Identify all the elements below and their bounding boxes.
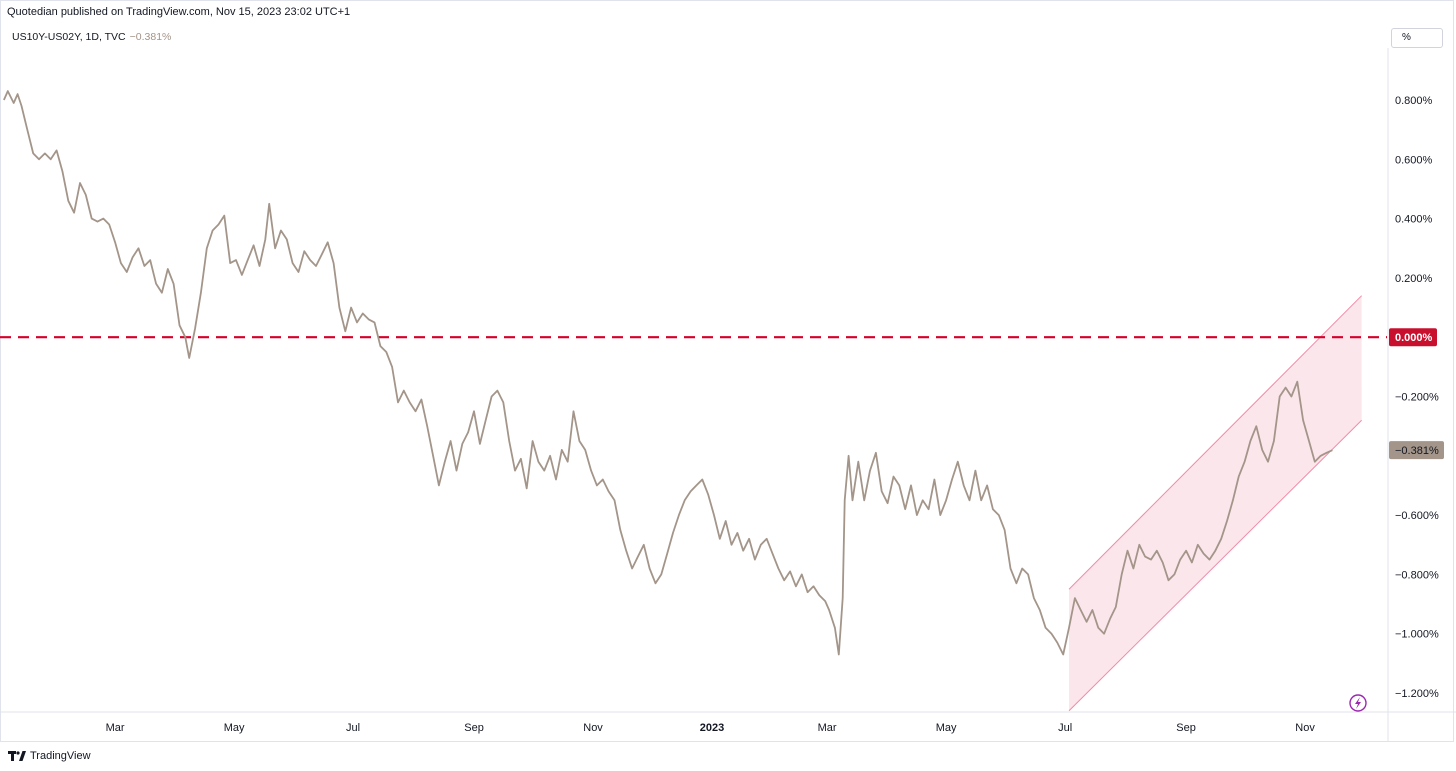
symbol-last-value: −0.381% — [129, 31, 172, 43]
x-tick-label: Mar — [818, 722, 837, 734]
x-tick-label: Sep — [464, 722, 484, 734]
y-tick-label: 0.600% — [1395, 154, 1433, 166]
spread-chart[interactable]: 0.800% 0.600% 0.400% 0.200% −0.200% −0.600% −0… — [0, 0, 1456, 742]
percent-scale-button[interactable]: % — [1391, 28, 1443, 48]
x-tick-label: Jul — [346, 722, 360, 734]
x-tick-label: May — [224, 722, 245, 734]
y-tick-label: 0.800% — [1395, 95, 1433, 107]
x-tick-label: Sep — [1176, 722, 1196, 734]
footer-brand[interactable]: TradingView — [8, 747, 91, 765]
tradingview-logo-icon — [8, 751, 26, 761]
x-tick-label: Mar — [106, 722, 125, 734]
last-value-badge — [1389, 441, 1444, 460]
x-tick-label: May — [936, 722, 957, 734]
x-tick-label: 2023 — [700, 722, 724, 734]
lightning-bolt-icon — [1355, 697, 1361, 709]
channel-fill — [1069, 295, 1362, 711]
y-tick-label: −1.200% — [1395, 688, 1439, 700]
last-value-label: −0.381% — [1395, 445, 1439, 457]
zero-value-badge — [1389, 328, 1437, 347]
footer-brand-name: TradingView — [30, 750, 91, 762]
x-tick-label: Nov — [1295, 722, 1315, 734]
lightning-icon — [1349, 694, 1367, 712]
zero-value-label: 0.000% — [1395, 332, 1433, 344]
channel-upper-line — [1068, 295, 1362, 590]
y-tick-label: −1.000% — [1395, 629, 1439, 641]
y-tick-label: −0.600% — [1395, 510, 1439, 522]
y-tick-label: −0.200% — [1395, 392, 1439, 404]
symbol-name: US10Y-US02Y, 1D, TVC — [12, 31, 126, 43]
x-tick-label: Jul — [1058, 722, 1072, 734]
y-tick-label: 0.200% — [1395, 273, 1433, 285]
series-line — [3, 90, 1333, 656]
chart-frame — [0, 0, 1454, 742]
publisher-note: Quotedian published on TradingView.com, … — [7, 6, 351, 18]
symbol-legend[interactable]: US10Y-US02Y, 1D, TVC −0.381% — [12, 31, 171, 43]
y-tick-label: −0.800% — [1395, 569, 1439, 581]
y-tick-label: 0.400% — [1395, 214, 1433, 226]
channel-lower-line — [1068, 419, 1362, 712]
x-tick-label: Nov — [583, 722, 603, 734]
